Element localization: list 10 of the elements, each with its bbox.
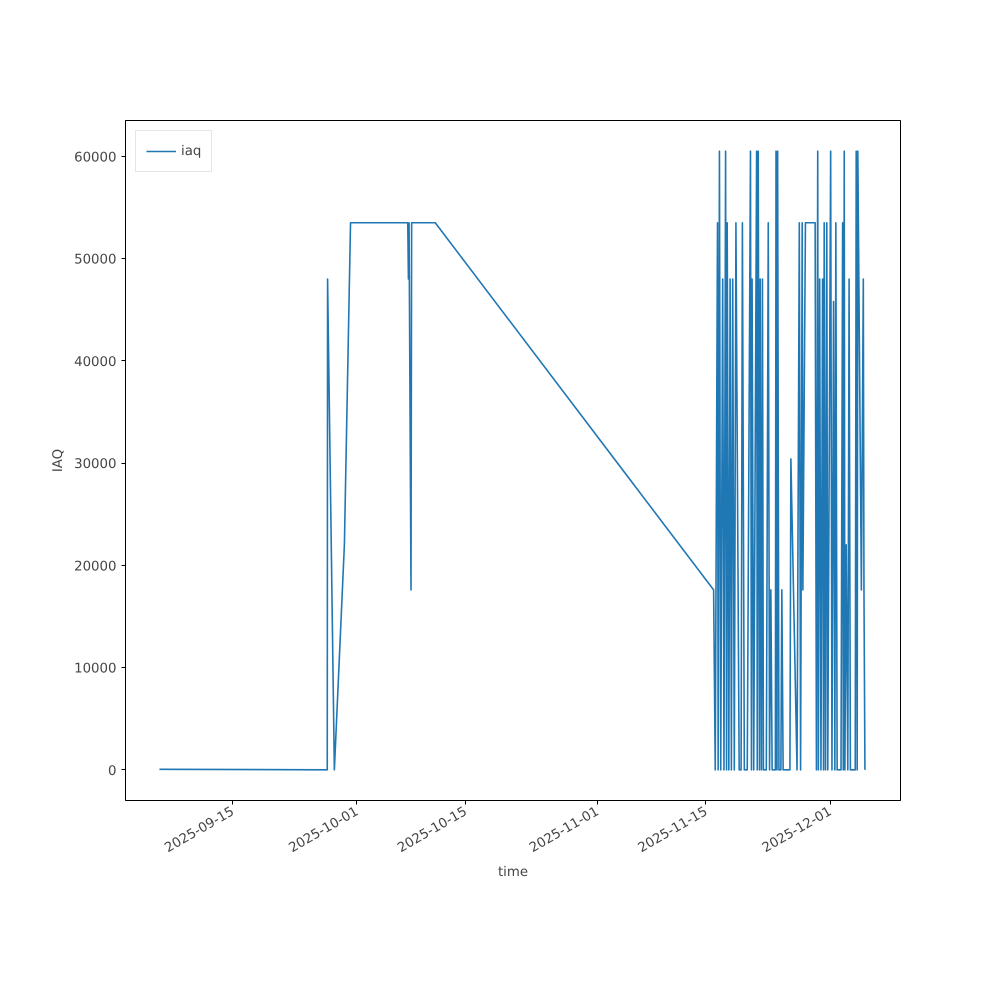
y-tick-label: 60000 [74, 150, 117, 166]
y-tick-label: 10000 [74, 662, 117, 677]
y-axis-title: IAQ [51, 448, 66, 472]
legend-label: iaq [181, 144, 202, 158]
y-tick-label: 20000 [74, 559, 117, 574]
y-tick-label: 50000 [74, 252, 117, 268]
y-tick-label: 40000 [74, 354, 117, 370]
y-tick-label: 0 [108, 764, 117, 779]
x-axis-title: time [498, 864, 528, 880]
y-tick-label: 30000 [74, 457, 117, 472]
